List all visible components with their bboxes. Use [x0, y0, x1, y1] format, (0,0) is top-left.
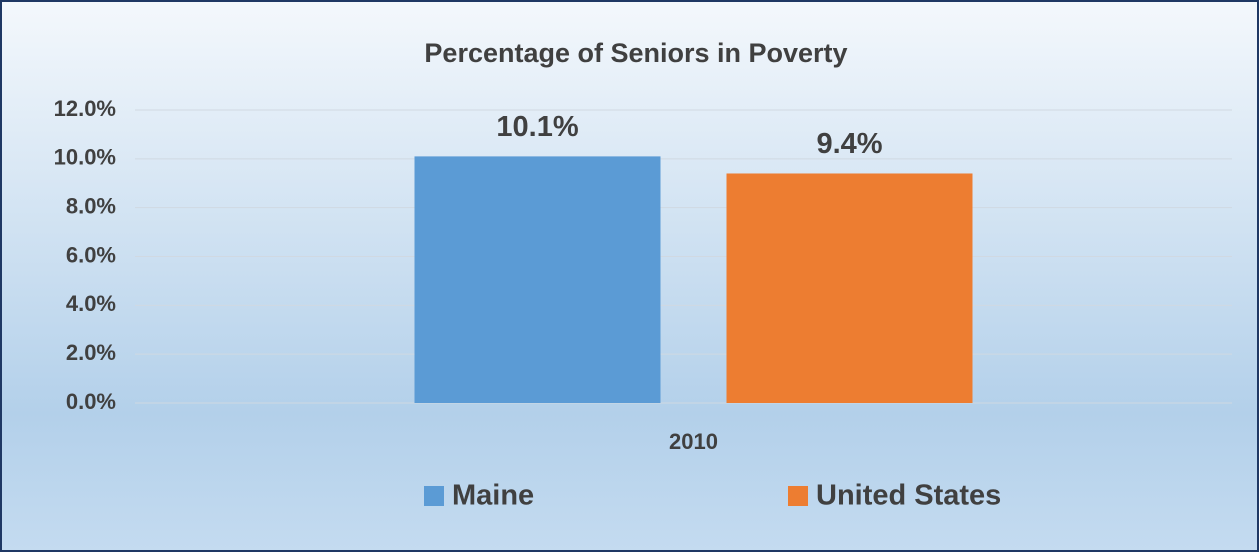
y-tick-label: 2.0%: [66, 340, 116, 365]
value-label: 10.1%: [496, 111, 578, 143]
bar: [414, 156, 661, 403]
legend-swatch: [788, 486, 808, 506]
y-tick-label: 4.0%: [66, 291, 116, 316]
legend-label: United States: [816, 480, 1001, 512]
y-tick-label: 0.0%: [66, 389, 116, 414]
legend-swatch: [424, 486, 444, 506]
bar: [726, 173, 973, 403]
legend-label: Maine: [452, 480, 534, 512]
value-label: 9.4%: [816, 128, 882, 160]
y-tick-label: 12.0%: [54, 96, 116, 121]
y-tick-label: 8.0%: [66, 193, 116, 218]
x-tick-label: 2010: [669, 429, 718, 454]
y-tick-label: 6.0%: [66, 242, 116, 267]
chart-title: Percentage of Seniors in Poverty: [424, 38, 847, 68]
y-tick-label: 10.0%: [54, 145, 116, 170]
